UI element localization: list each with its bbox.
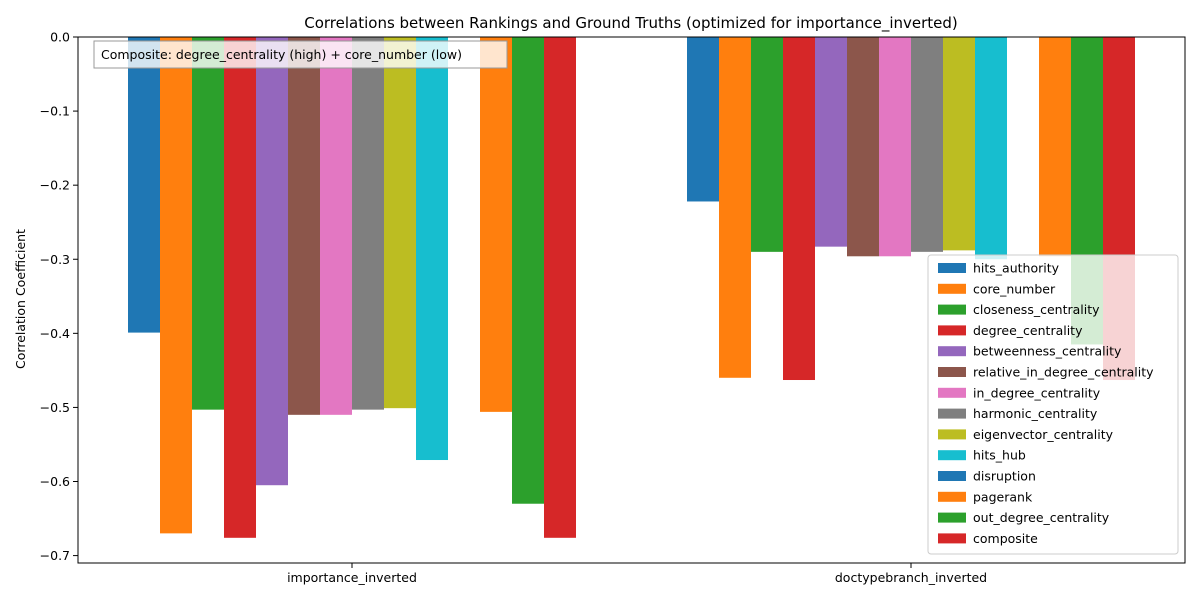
bar-pagerank-importance_inverted — [480, 37, 512, 412]
bar-in_degree_centrality-importance_inverted — [320, 37, 352, 415]
y-tick-label: 0.0 — [50, 30, 70, 45]
y-tick-label: −0.6 — [40, 474, 70, 489]
bar-hits_hub-importance_inverted — [416, 37, 448, 461]
legend-swatch-relative_in_degree_centrality — [938, 367, 966, 377]
legend-swatch-composite — [938, 533, 966, 544]
y-tick-label: −0.7 — [40, 548, 70, 563]
y-tick-label: −0.3 — [40, 252, 70, 267]
bar-pagerank-doctypebranch_inverted — [1039, 37, 1071, 257]
x-tick-label: importance_inverted — [287, 570, 417, 585]
bar-relative_in_degree_centrality-doctypebranch_inverted — [847, 37, 879, 257]
bar-hits_hub-doctypebranch_inverted — [975, 37, 1007, 260]
legend-swatch-disruption — [938, 471, 966, 481]
legend-label-eigenvector_centrality: eigenvector_centrality — [973, 427, 1114, 442]
bar-harmonic_centrality-doctypebranch_inverted — [911, 37, 943, 252]
legend-box — [927, 254, 1179, 555]
legend-swatch-closeness_centrality — [938, 304, 966, 315]
bar-hits_authority-importance_inverted — [128, 37, 160, 333]
legend-swatch-pagerank — [938, 491, 966, 502]
bar-out_degree_centrality-importance_inverted — [512, 37, 544, 504]
legend-swatch-harmonic_centrality — [938, 408, 966, 419]
bar-closeness_centrality-importance_inverted — [192, 37, 224, 410]
legend-swatch-in_degree_centrality — [938, 387, 966, 398]
bar-betweenness_centrality-importance_inverted — [256, 37, 288, 486]
bar-closeness_centrality-doctypebranch_inverted — [751, 37, 783, 252]
legend-swatch-eigenvector_centrality — [938, 429, 966, 440]
legend-label-degree_centrality: degree_centrality — [973, 323, 1083, 338]
legend-label-composite: composite — [973, 531, 1038, 546]
legend-label-pagerank: pagerank — [973, 489, 1033, 504]
legend-swatch-hits_authority — [938, 263, 966, 273]
bar-degree_centrality-doctypebranch_inverted — [783, 37, 815, 381]
bar-eigenvector_centrality-importance_inverted — [384, 37, 416, 409]
annotation-text: Composite: degree_centrality (high) + co… — [101, 47, 462, 62]
legend-swatch-betweenness_centrality — [938, 346, 966, 357]
bar-eigenvector_centrality-doctypebranch_inverted — [943, 37, 975, 251]
y-tick-label: −0.5 — [40, 400, 70, 415]
annotation-box: Composite: degree_centrality (high) + co… — [93, 40, 508, 69]
legend-label-hits_hub: hits_hub — [973, 448, 1026, 463]
legend-label-relative_in_degree_centrality: relative_in_degree_centrality — [973, 365, 1154, 380]
y-axis-label: Correlation Coefficient — [13, 229, 28, 369]
bar-composite-importance_inverted — [544, 37, 576, 538]
y-tick-label: −0.4 — [40, 326, 70, 341]
legend-label-core_number: core_number — [973, 281, 1056, 296]
legend-swatch-out_degree_centrality — [938, 512, 966, 523]
legend-swatch-core_number — [938, 283, 966, 294]
y-tick-label: −0.1 — [40, 104, 70, 119]
bar-in_degree_centrality-doctypebranch_inverted — [879, 37, 911, 257]
chart-title: Correlations between Rankings and Ground… — [304, 14, 958, 33]
legend-label-betweenness_centrality: betweenness_centrality — [973, 344, 1122, 359]
x-tick-label: doctypebranch_inverted — [835, 570, 987, 585]
legend-label-harmonic_centrality: harmonic_centrality — [973, 406, 1098, 421]
bars-layer — [128, 37, 1135, 538]
bar-hits_authority-doctypebranch_inverted — [687, 37, 719, 202]
legend-label-disruption: disruption — [973, 469, 1036, 484]
legend-swatch-degree_centrality — [938, 325, 966, 336]
bar-core_number-doctypebranch_inverted — [719, 37, 751, 378]
legend-label-out_degree_centrality: out_degree_centrality — [973, 510, 1110, 525]
bar-core_number-importance_inverted — [160, 37, 192, 534]
bar-harmonic_centrality-importance_inverted — [352, 37, 384, 410]
axes-layer: 0.0 −0.1 −0.2 −0.3 −0.4 −0.5 −0.6 −0.7 importanc… — [40, 30, 1186, 585]
bar-degree_centrality-importance_inverted — [224, 37, 256, 538]
legend-label-closeness_centrality: closeness_centrality — [973, 302, 1100, 317]
bar-betweenness_centrality-doctypebranch_inverted — [815, 37, 847, 247]
legend-label-hits_authority: hits_authority — [973, 261, 1060, 276]
legend-label-in_degree_centrality: in_degree_centrality — [973, 385, 1101, 400]
y-tick-label: −0.2 — [40, 178, 70, 193]
legend-swatch-hits_hub — [938, 450, 966, 461]
bar-relative_in_degree_centrality-importance_inverted — [288, 37, 320, 415]
plot-frame — [77, 36, 1186, 564]
legend: hits_authority core_number closeness_centr… — [927, 254, 1179, 555]
